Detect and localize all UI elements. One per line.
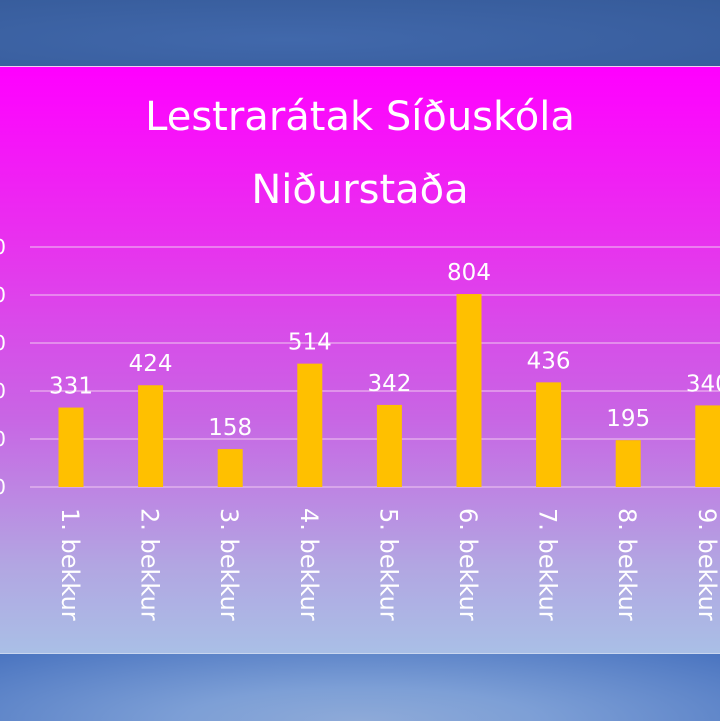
data-label: 340 [686,371,720,397]
data-label: 342 [367,371,411,397]
y-tick-label: 0 [0,475,6,499]
x-tick-label: 8. bekkur [613,508,641,621]
slide-bottom-band [0,653,720,721]
x-tick-label: 2. bekkur [136,508,164,621]
slide-top-band [0,0,720,66]
x-tick-label: 1. bekkur [56,508,84,621]
data-label: 424 [129,351,173,377]
bar-8 [615,440,641,487]
y-tick-label: 800 [0,283,6,307]
data-label: 331 [49,374,93,400]
bar-6 [456,294,482,487]
chart-panel [0,66,720,654]
x-tick-label: 7. bekkur [534,508,562,621]
x-tick-label: 5. bekkur [374,508,402,621]
data-label: 158 [208,415,252,441]
y-tick-label: 400 [0,379,6,403]
data-label: 436 [527,348,571,374]
chart-title-line-2: Niðurstaða [251,167,468,213]
y-tick-label: 1000 [0,235,6,259]
bar-9 [695,405,720,487]
data-label: 195 [606,406,650,432]
data-label: 514 [288,330,332,356]
bar-7 [536,382,562,487]
x-tick-label: 4. bekkur [295,508,323,621]
x-tick-label: 3. bekkur [215,508,243,621]
bar-4 [297,363,323,487]
bar-5 [376,404,402,487]
y-tick-label: 600 [0,331,6,355]
chart-title-line-1: Lestrarátak Síðuskóla [145,94,575,140]
y-tick-label: 200 [0,427,6,451]
data-label: 804 [447,260,491,286]
bar-3 [217,449,243,487]
bar-2 [138,385,164,487]
bar-1 [58,407,84,487]
x-tick-label: 9. bekkur [693,508,720,621]
x-tick-label: 6. bekkur [454,508,482,621]
